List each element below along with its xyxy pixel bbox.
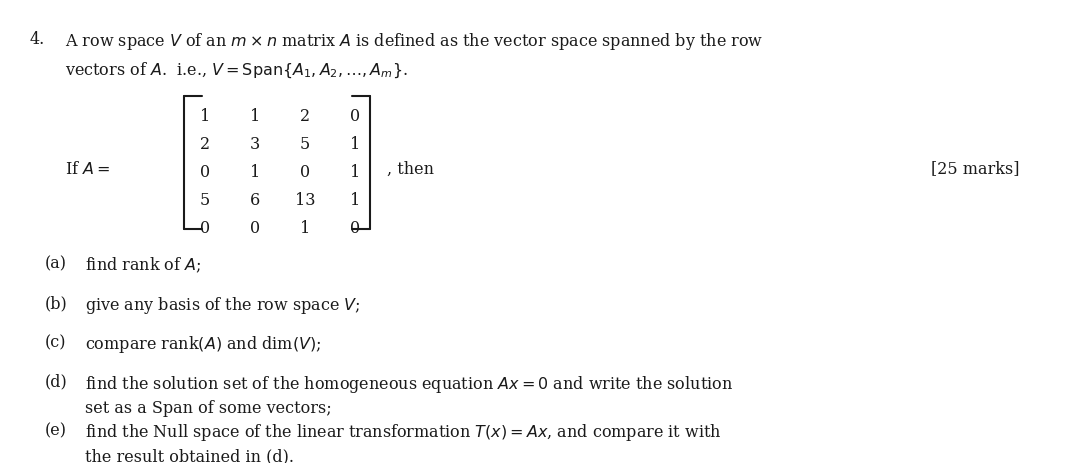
Text: 1: 1 (350, 136, 360, 153)
Text: 0: 0 (350, 220, 360, 237)
Text: 1: 1 (350, 164, 360, 181)
Text: (c): (c) (45, 334, 67, 351)
Text: find the solution set of the homogeneous equation $Ax = 0$ and write the solutio: find the solution set of the homogeneous… (85, 374, 733, 395)
Text: 1: 1 (249, 108, 260, 125)
Text: (a): (a) (45, 256, 67, 273)
Text: , then: , then (387, 161, 434, 178)
Text: 0: 0 (300, 164, 310, 181)
Text: [25 marks]: [25 marks] (931, 161, 1020, 178)
Text: find the Null space of the linear transformation $T(x) = Ax$, and compare it wit: find the Null space of the linear transf… (85, 422, 721, 444)
Text: give any basis of the row space $V$;: give any basis of the row space $V$; (85, 295, 361, 316)
Text: find rank of $A$;: find rank of $A$; (85, 256, 201, 275)
Text: 0: 0 (350, 108, 360, 125)
Text: If $A =$: If $A =$ (65, 161, 114, 178)
Text: 1: 1 (200, 108, 211, 125)
Text: the result obtained in (d).: the result obtained in (d). (85, 449, 294, 463)
Text: vectors of $A$.  i.e., $V = \mathrm{Span}\{A_1, A_2, \ldots, A_m\}$.: vectors of $A$. i.e., $V = \mathrm{Span}… (65, 61, 408, 80)
Text: 1: 1 (249, 164, 260, 181)
Text: 0: 0 (249, 220, 260, 237)
Text: 6: 6 (249, 192, 260, 209)
Text: 13: 13 (295, 192, 315, 209)
Text: A row space $V$ of an $m \times n$ matrix $A$ is defined as the vector space spa: A row space $V$ of an $m \times n$ matri… (65, 31, 764, 52)
Text: (e): (e) (45, 422, 67, 439)
Text: 3: 3 (249, 136, 260, 153)
Text: set as a Span of some vectors;: set as a Span of some vectors; (85, 400, 332, 417)
Text: compare rank$(A)$ and dim$(V)$;: compare rank$(A)$ and dim$(V)$; (85, 334, 322, 356)
Text: 0: 0 (200, 220, 211, 237)
Text: (d): (d) (45, 374, 68, 391)
Text: 5: 5 (200, 192, 211, 209)
Text: 1: 1 (300, 220, 310, 237)
Text: 4.: 4. (30, 31, 45, 48)
Text: 2: 2 (200, 136, 211, 153)
Text: 1: 1 (350, 192, 360, 209)
Text: (b): (b) (45, 295, 68, 312)
Text: 5: 5 (300, 136, 310, 153)
Text: 2: 2 (300, 108, 310, 125)
Text: 0: 0 (200, 164, 211, 181)
